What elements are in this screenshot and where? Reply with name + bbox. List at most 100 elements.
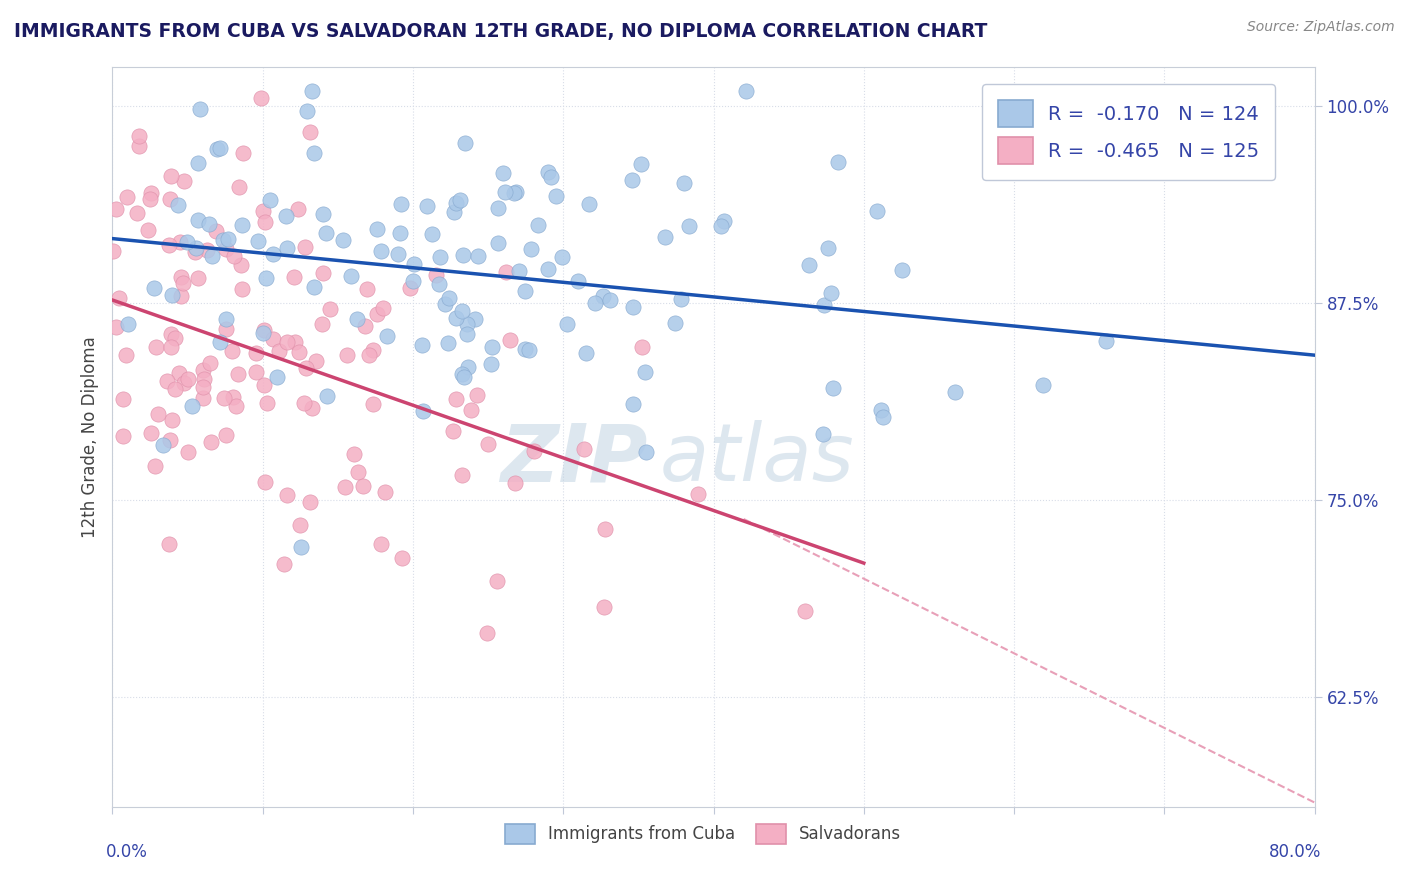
Point	[195, 243, 218, 257]
Point	[631, 340, 654, 354]
Point	[499, 333, 522, 347]
Point	[273, 557, 295, 571]
Point	[441, 424, 464, 438]
Point	[370, 244, 392, 259]
Point	[592, 289, 614, 303]
Point	[332, 233, 354, 247]
Point	[169, 235, 191, 249]
Point	[312, 266, 335, 280]
Point	[371, 301, 394, 315]
Point	[389, 226, 412, 240]
Point	[578, 197, 600, 211]
Point	[247, 235, 270, 249]
Point	[450, 468, 472, 483]
Point	[495, 265, 517, 279]
Point	[475, 625, 498, 640]
Point	[176, 235, 198, 250]
Point	[245, 365, 267, 379]
Point	[494, 185, 516, 199]
Point	[173, 173, 195, 187]
Point	[188, 102, 211, 116]
Point	[827, 155, 849, 169]
Point	[356, 283, 378, 297]
Point	[201, 249, 224, 263]
Point	[389, 196, 412, 211]
Point	[160, 340, 183, 354]
Point	[262, 332, 284, 346]
Point	[160, 169, 183, 184]
Point	[173, 376, 195, 390]
Point	[465, 388, 488, 402]
Point	[315, 389, 337, 403]
Point	[252, 204, 274, 219]
Text: atlas: atlas	[659, 420, 855, 499]
Point	[276, 242, 298, 256]
Point	[163, 331, 186, 345]
Point	[513, 285, 536, 299]
Point	[128, 129, 150, 144]
Point	[157, 237, 180, 252]
Point	[340, 268, 363, 283]
Point	[191, 380, 214, 394]
Point	[456, 327, 478, 342]
Point	[162, 413, 184, 427]
Point	[451, 304, 474, 318]
Point	[599, 293, 621, 308]
Point	[208, 140, 231, 154]
Point	[375, 329, 398, 343]
Point	[143, 458, 166, 473]
Point	[184, 241, 207, 255]
Point	[467, 250, 489, 264]
Point	[621, 172, 644, 186]
Point	[159, 326, 181, 341]
Point	[583, 296, 606, 310]
Point	[101, 244, 124, 259]
Point	[304, 354, 326, 368]
Point	[276, 334, 298, 349]
Point	[177, 445, 200, 459]
Point	[209, 335, 232, 350]
Point	[254, 271, 277, 285]
Point	[276, 488, 298, 502]
Point	[593, 599, 616, 614]
Point	[477, 437, 499, 451]
Point	[485, 574, 508, 588]
Point	[420, 227, 443, 242]
Point	[710, 219, 733, 233]
Point	[187, 270, 209, 285]
Point	[299, 125, 322, 139]
Point	[159, 434, 181, 448]
Y-axis label: 12th Grade, No Diploma: 12th Grade, No Diploma	[80, 336, 98, 538]
Point	[669, 293, 692, 307]
Point	[460, 403, 482, 417]
Point	[456, 317, 478, 331]
Point	[295, 103, 318, 118]
Point	[198, 217, 221, 231]
Legend: Immigrants from Cuba, Salvadorans: Immigrants from Cuba, Salvadorans	[496, 815, 910, 853]
Point	[481, 340, 503, 354]
Point	[813, 298, 835, 312]
Point	[287, 202, 309, 216]
Point	[205, 142, 228, 156]
Point	[537, 262, 560, 277]
Point	[352, 479, 374, 493]
Point	[256, 396, 278, 410]
Point	[301, 401, 323, 415]
Point	[145, 340, 167, 354]
Point	[294, 396, 316, 410]
Point	[686, 487, 709, 501]
Point	[228, 180, 250, 194]
Point	[184, 245, 207, 260]
Point	[872, 410, 894, 425]
Point	[170, 269, 193, 284]
Point	[254, 475, 277, 489]
Point	[399, 281, 422, 295]
Point	[434, 297, 457, 311]
Point	[172, 276, 194, 290]
Point	[249, 91, 271, 105]
Text: 0.0%: 0.0%	[105, 843, 148, 861]
Point	[319, 302, 342, 317]
Point	[797, 258, 820, 272]
Point	[544, 189, 567, 203]
Point	[138, 223, 160, 237]
